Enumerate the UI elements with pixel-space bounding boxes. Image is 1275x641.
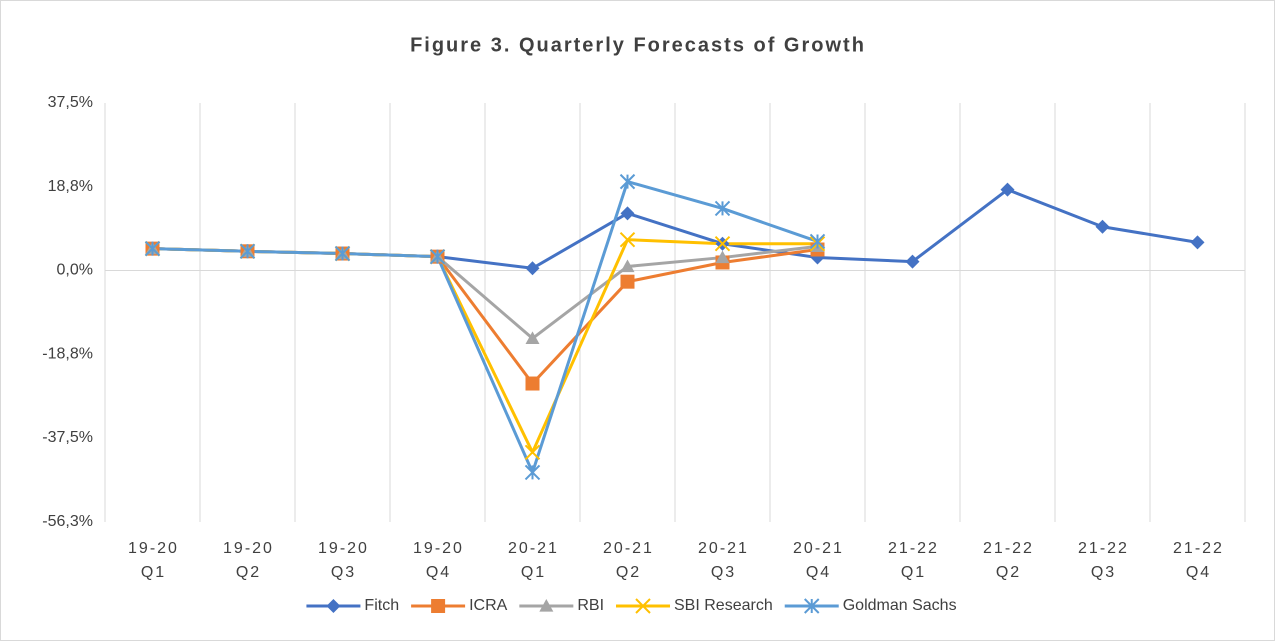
legend-item: ICRA: [411, 597, 508, 614]
series-line: [152, 180, 818, 474]
marker-shape: [431, 599, 446, 613]
marker-shape: [429, 248, 446, 265]
y-tick-label: 18,8%: [48, 178, 93, 195]
marker-shape: [525, 331, 540, 345]
marker-shape: [635, 598, 651, 614]
marker: [1190, 235, 1205, 250]
y-tick-label: 0,0%: [57, 262, 93, 279]
marker: [525, 261, 540, 276]
marker: [715, 250, 730, 264]
y-tick-label: -56,3%: [42, 513, 93, 530]
marker: [239, 243, 256, 260]
marker: [429, 248, 446, 265]
marker-shape: [620, 259, 635, 273]
marker: [525, 331, 540, 345]
x-tick-label: 21-22 Q2: [983, 540, 1034, 581]
x-tick-label: 20-21 Q3: [698, 540, 749, 581]
legend-item: RBI: [519, 597, 604, 614]
marker-shape: [525, 261, 540, 276]
marker-shape: [144, 240, 161, 257]
x-tick-label: 21-22 Q3: [1078, 540, 1129, 581]
x-tick-label: 20-21 Q2: [603, 540, 654, 581]
marker-shape: [239, 243, 256, 260]
legend-label: Goldman Sachs: [843, 597, 957, 614]
marker-shape: [524, 464, 541, 481]
marker: [620, 274, 635, 289]
marker: [525, 376, 540, 391]
marker: [524, 464, 541, 481]
x-tick-label: 19-20 Q2: [223, 540, 274, 581]
marker-shape: [1190, 235, 1205, 250]
marker-shape: [809, 233, 826, 250]
marker-shape: [714, 236, 731, 252]
marker: [144, 240, 161, 257]
legend-item: SBI Research: [616, 597, 773, 614]
marker: [714, 200, 731, 217]
marker: [539, 599, 554, 612]
marker: [431, 599, 446, 613]
marker: [334, 245, 351, 262]
marker-shape: [539, 599, 554, 612]
y-tick-label: 37,5%: [48, 94, 93, 111]
x-tick-label: 19-20 Q3: [318, 540, 369, 581]
legend-item: Fitch: [306, 597, 399, 614]
marker: [1095, 219, 1110, 234]
x-tick-label: 20-21 Q4: [793, 540, 844, 581]
marker: [804, 598, 820, 614]
marker: [905, 254, 920, 269]
y-tick-label: -18,8%: [42, 346, 93, 363]
marker-shape: [326, 599, 341, 613]
marker: [809, 233, 826, 250]
chart-title: Figure 3. Quarterly Forecasts of Growth: [410, 34, 866, 56]
x-tick-label: 21-22 Q1: [888, 540, 939, 581]
legend-label: Fitch: [364, 597, 399, 614]
marker: [620, 206, 635, 221]
marker: [326, 599, 341, 613]
marker: [714, 236, 731, 252]
marker: [619, 231, 636, 248]
legend-label: SBI Research: [674, 597, 773, 614]
marker: [524, 444, 541, 461]
x-tick-label: 19-20 Q4: [413, 540, 464, 581]
marker-shape: [334, 245, 351, 262]
marker: [635, 598, 651, 614]
marker-shape: [619, 173, 636, 190]
marker-shape: [620, 206, 635, 221]
x-tick-label: 20-21 Q1: [508, 540, 559, 581]
marker-shape: [619, 231, 636, 248]
marker: [1000, 182, 1015, 197]
legend-item: Goldman Sachs: [784, 597, 957, 614]
x-tick-label: 19-20 Q1: [128, 540, 179, 581]
marker-shape: [715, 250, 730, 264]
marker-shape: [525, 376, 540, 391]
marker-shape: [524, 444, 541, 461]
y-tick-label: -37,5%: [42, 429, 93, 446]
marker: [619, 173, 636, 190]
legend-label: RBI: [577, 597, 604, 614]
marker-shape: [804, 598, 820, 614]
marker-shape: [620, 274, 635, 289]
marker: [620, 259, 635, 273]
marker-shape: [1000, 182, 1015, 197]
legend-label: ICRA: [469, 597, 508, 614]
marker-shape: [905, 254, 920, 269]
marker-shape: [714, 200, 731, 217]
x-tick-label: 21-22 Q4: [1173, 540, 1224, 581]
marker-shape: [1095, 219, 1110, 234]
